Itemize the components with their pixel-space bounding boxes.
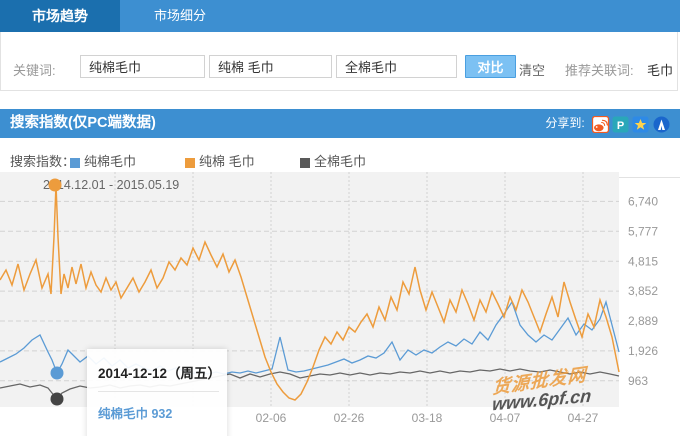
svg-text:6,740: 6,740 <box>628 195 658 209</box>
svg-text:02-26: 02-26 <box>334 411 365 425</box>
svg-text:4,815: 4,815 <box>628 254 658 268</box>
svg-text:963: 963 <box>628 374 648 388</box>
svg-text:3,852: 3,852 <box>628 284 658 298</box>
svg-text:2014.12.01 - 2015.05.19: 2014.12.01 - 2015.05.19 <box>43 178 179 192</box>
svg-text:03-18: 03-18 <box>412 411 443 425</box>
svg-text:1,926: 1,926 <box>628 344 658 358</box>
svg-text:P: P <box>617 119 624 131</box>
svg-text:2,889: 2,889 <box>628 314 658 328</box>
svg-text:5,777: 5,777 <box>628 224 658 238</box>
svg-text:02-06: 02-06 <box>256 411 287 425</box>
svg-text:04-27: 04-27 <box>568 411 599 425</box>
